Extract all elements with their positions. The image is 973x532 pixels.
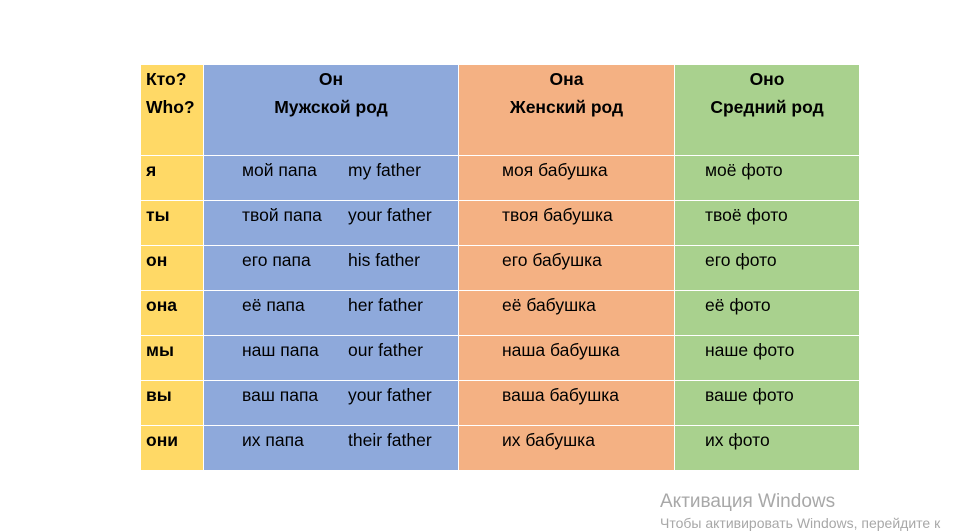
neuter-ru: его фото <box>705 250 777 270</box>
feminine-ru: ваша бабушка <box>502 385 620 405</box>
windows-activation-title: Активация Windows <box>660 491 836 512</box>
masculine-ru: твой папа <box>242 205 322 225</box>
header-who-ru: Кто? <box>146 69 187 89</box>
pronoun-cell: они <box>141 426 203 470</box>
header-feminine-gender: Женский род <box>509 97 624 117</box>
pronoun-cell: ты <box>141 201 203 245</box>
masculine-ru: мой папа <box>242 160 317 180</box>
masculine-en: your father <box>348 205 432 225</box>
header-neuter-gender: Средний род <box>710 97 824 117</box>
pronoun-cell: вы <box>141 381 203 425</box>
masculine-ru: ваш папа <box>242 385 319 405</box>
neuter-cell: наше фото <box>675 336 859 380</box>
neuter-ru: моё фото <box>705 160 783 180</box>
feminine-ru: наша бабушка <box>502 340 620 360</box>
pronoun-cell: он <box>141 246 203 290</box>
masculine-cell: их папа their father <box>204 426 458 470</box>
feminine-ru: её бабушка <box>502 295 596 315</box>
masculine-en: my father <box>348 160 421 180</box>
header-feminine: Она Женский род <box>459 65 674 155</box>
masculine-en: his father <box>348 250 420 270</box>
neuter-ru: ваше фото <box>705 385 794 405</box>
masculine-cell: его папа his father <box>204 246 458 290</box>
masculine-en: your father <box>348 385 432 405</box>
feminine-cell: её бабушка <box>459 291 674 335</box>
header-neuter: Оно Средний род <box>675 65 859 155</box>
feminine-cell: твоя бабушка <box>459 201 674 245</box>
neuter-ru: твоё фото <box>705 205 788 225</box>
neuter-cell: ваше фото <box>675 381 859 425</box>
neuter-cell: её фото <box>675 291 859 335</box>
feminine-cell: ваша бабушка <box>459 381 674 425</box>
neuter-ru: её фото <box>705 295 771 315</box>
masculine-cell: твой папа your father <box>204 201 458 245</box>
feminine-ru: моя бабушка <box>502 160 608 180</box>
header-who: Кто? Who? <box>141 65 203 155</box>
feminine-ru: его бабушка <box>502 250 602 270</box>
masculine-ru: её папа <box>242 295 305 315</box>
neuter-cell: моё фото <box>675 156 859 200</box>
feminine-cell: наша бабушка <box>459 336 674 380</box>
header-feminine-pronoun: Она <box>549 69 584 89</box>
neuter-cell: его фото <box>675 246 859 290</box>
pronoun-cell: мы <box>141 336 203 380</box>
pronoun-cell: она <box>141 291 203 335</box>
masculine-ru: его папа <box>242 250 311 270</box>
masculine-ru: их папа <box>242 430 304 450</box>
feminine-cell: его бабушка <box>459 246 674 290</box>
neuter-cell: твоё фото <box>675 201 859 245</box>
masculine-cell: её папа her father <box>204 291 458 335</box>
masculine-en: their father <box>348 430 432 450</box>
masculine-en: her father <box>348 295 423 315</box>
feminine-cell: их бабушка <box>459 426 674 470</box>
pronoun-cell: я <box>141 156 203 200</box>
masculine-en: our father <box>348 340 423 360</box>
header-masculine: Он Мужской род <box>204 65 458 155</box>
neuter-ru: их фото <box>705 430 770 450</box>
neuter-ru: наше фото <box>705 340 795 360</box>
masculine-cell: наш папа our father <box>204 336 458 380</box>
neuter-cell: их фото <box>675 426 859 470</box>
header-who-en: Who? <box>146 97 195 117</box>
feminine-cell: моя бабушка <box>459 156 674 200</box>
header-masculine-pronoun: Он <box>318 69 344 89</box>
feminine-ru: твоя бабушка <box>502 205 613 225</box>
masculine-ru: наш папа <box>242 340 319 360</box>
windows-activation-subtitle: Чтобы активировать Windows, перейдите к <box>660 515 941 531</box>
masculine-cell: ваш папа your father <box>204 381 458 425</box>
header-masculine-gender: Мужской род <box>274 97 388 117</box>
feminine-ru: их бабушка <box>502 430 595 450</box>
header-neuter-pronoun: Оно <box>749 69 785 89</box>
masculine-cell: мой папа my father <box>204 156 458 200</box>
